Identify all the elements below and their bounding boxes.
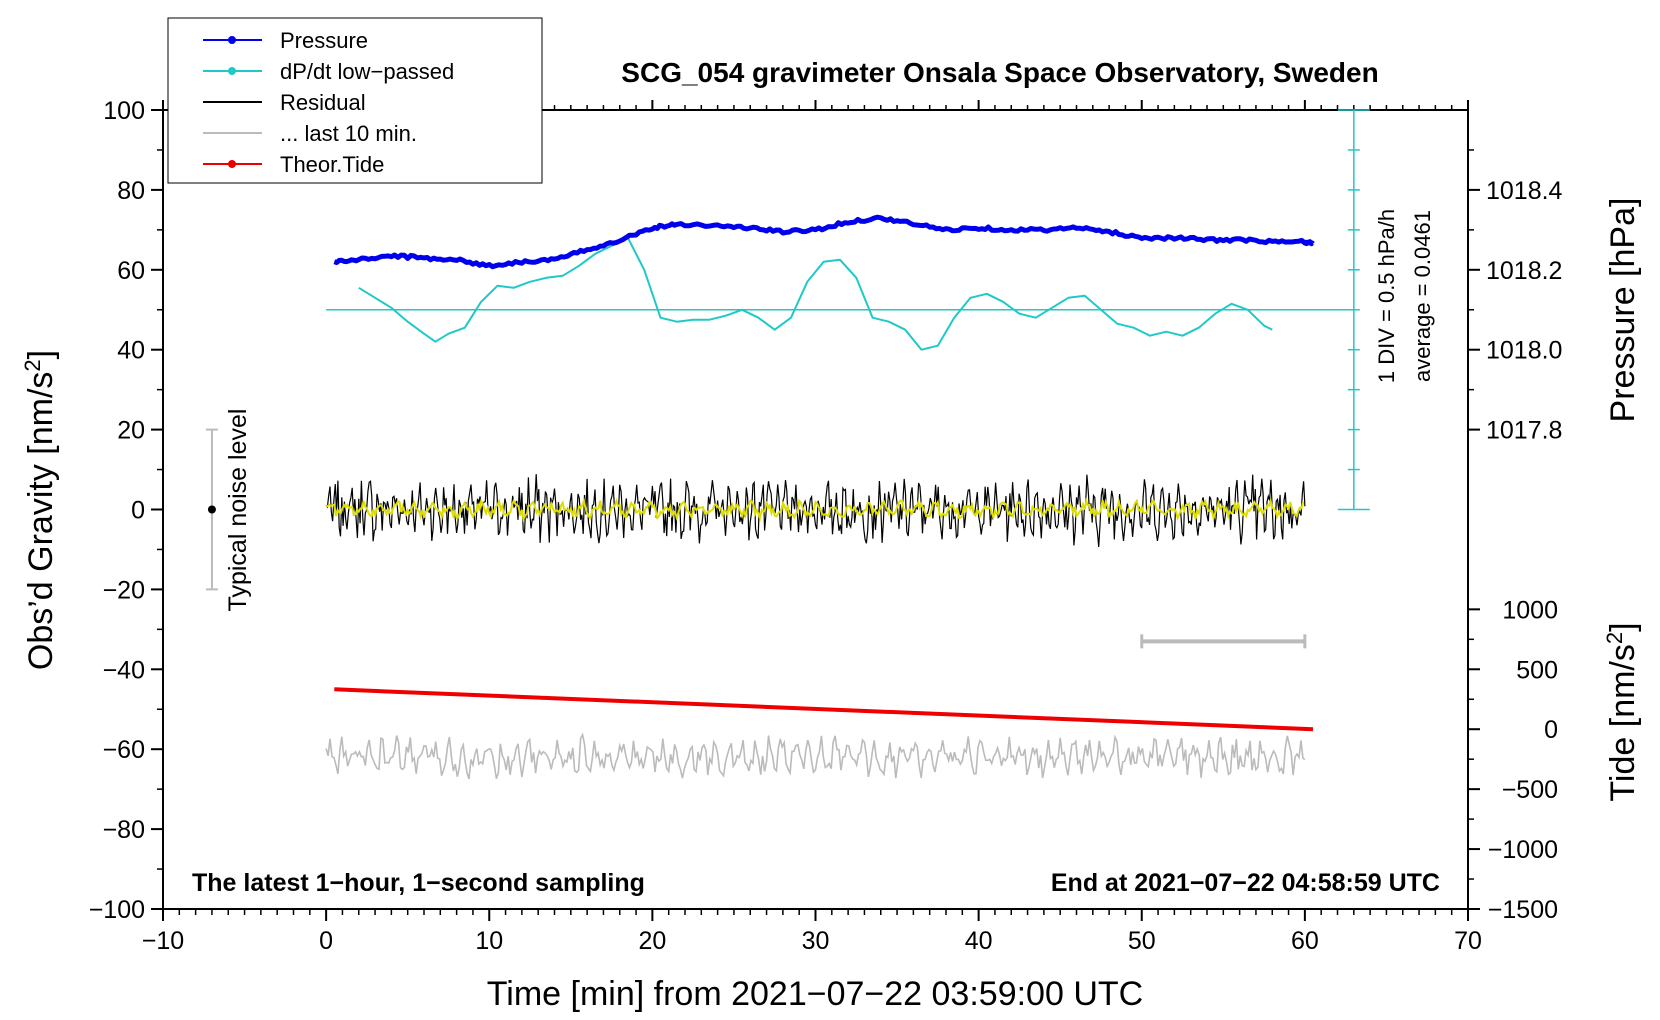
pressure-tick-label: 1018.4 — [1486, 177, 1563, 205]
legend: Pressure dP/dt low−passed Residual ... last… — [167, 17, 543, 184]
tide-tick-label: 500 — [1516, 656, 1558, 684]
y-tick-label: −80 — [103, 816, 145, 844]
legend-swatch-marker — [228, 67, 236, 75]
dpdt-line — [358, 236, 1273, 351]
pressure-axis-ticks: 1018.4 1018.2 1018.0 1017.8 — [1468, 149, 1563, 445]
tide-tick-label: 1000 — [1502, 596, 1558, 624]
x-axis-label: Time [min] from 2021−07−22 03:59:00 UTC — [487, 975, 1143, 1013]
x-tick-label: 30 — [802, 927, 830, 955]
data-series — [325, 214, 1354, 780]
x-tick-label: 20 — [638, 927, 666, 955]
sampling-note: The latest 1−hour, 1−second sampling — [192, 869, 645, 897]
x-tick-label: 0 — [319, 927, 333, 955]
y-tick-label: −20 — [103, 576, 145, 604]
noise-bar-center-dot — [207, 505, 216, 514]
legend-label: Pressure — [280, 28, 368, 53]
y-tick-label: 0 — [131, 497, 145, 525]
tide-axis-label-sup: 2 — [1602, 632, 1627, 644]
y-tick-label: 100 — [103, 97, 145, 125]
x-tick-label: 60 — [1291, 927, 1319, 955]
y-axis-label-end: ] — [22, 350, 60, 359]
div-label: 1 DIV = 0.5 hPa/h — [1374, 209, 1399, 383]
x-tick-label: 40 — [965, 927, 993, 955]
y-axis-ticks: 100 80 60 40 20 0 −20 −40 −60 −80 −100 — [89, 97, 163, 924]
legend-swatch-marker — [228, 160, 236, 168]
tide-tick-label: −1000 — [1488, 836, 1558, 864]
pressure-axis-label: Pressure [hPa] — [1604, 198, 1642, 423]
pressure-tick-label: 1018.0 — [1486, 337, 1562, 365]
pressure-line — [333, 214, 1315, 270]
average-label: average = 0.0461 — [1410, 210, 1435, 382]
last-10-min-line — [325, 732, 1306, 780]
legend-swatch-marker — [228, 36, 236, 44]
legend-label: Residual — [280, 90, 366, 115]
legend-label: Theor.Tide — [280, 152, 384, 177]
noise-level-bar — [205, 428, 218, 591]
x-axis-ticks: −10 0 10 20 30 40 50 60 70 — [142, 100, 1482, 955]
x-tick-label: 50 — [1128, 927, 1156, 955]
end-time-note: End at 2021−07−22 04:58:59 UTC — [1051, 869, 1440, 897]
legend-box — [167, 17, 543, 184]
last-10-min-scale-bar — [1140, 634, 1307, 649]
y-axis-label-main: Obs’d Gravity [nm/s — [22, 372, 60, 671]
theoretical-tide-line — [334, 687, 1314, 732]
tide-tick-label: −500 — [1502, 776, 1558, 804]
y-tick-label: 60 — [117, 257, 145, 285]
y-axis-label-sup: 2 — [20, 359, 45, 371]
dpdt-division-scale — [1337, 109, 1370, 511]
legend-label: dP/dt low−passed — [280, 59, 454, 84]
x-tick-label: 10 — [475, 927, 503, 955]
x-tick-label: −10 — [142, 927, 184, 955]
residual-lowpass-line — [325, 497, 1305, 523]
chart-title: SCG_054 gravimeter Onsala Space Observat… — [621, 57, 1378, 88]
y-tick-label: −60 — [103, 736, 145, 764]
y-tick-label: 20 — [117, 417, 145, 445]
tide-tick-label: −1500 — [1488, 896, 1558, 924]
pressure-tick-label: 1017.8 — [1486, 417, 1562, 445]
y-tick-label: 80 — [117, 177, 145, 205]
y-tick-label: −100 — [89, 896, 145, 924]
noise-label: Typical noise level — [224, 409, 252, 612]
x-tick-label: 70 — [1454, 927, 1482, 955]
tide-tick-label: 0 — [1544, 716, 1558, 744]
tide-axis-label-main: Tide [nm/s — [1604, 644, 1642, 801]
tide-axis-label: Tide [nm/s2] — [1602, 622, 1643, 801]
y-axis-label: Obs’d Gravity [nm/s2] — [20, 350, 61, 670]
pressure-tick-label: 1018.2 — [1486, 257, 1562, 285]
tide-axis-label-end: ] — [1604, 622, 1642, 631]
legend-label: ... last 10 min. — [280, 121, 417, 146]
y-tick-label: 40 — [117, 337, 145, 365]
y-tick-label: −40 — [103, 656, 145, 684]
tide-axis-ticks: 1000 500 0 −500 −1000 −1500 — [1468, 596, 1558, 924]
